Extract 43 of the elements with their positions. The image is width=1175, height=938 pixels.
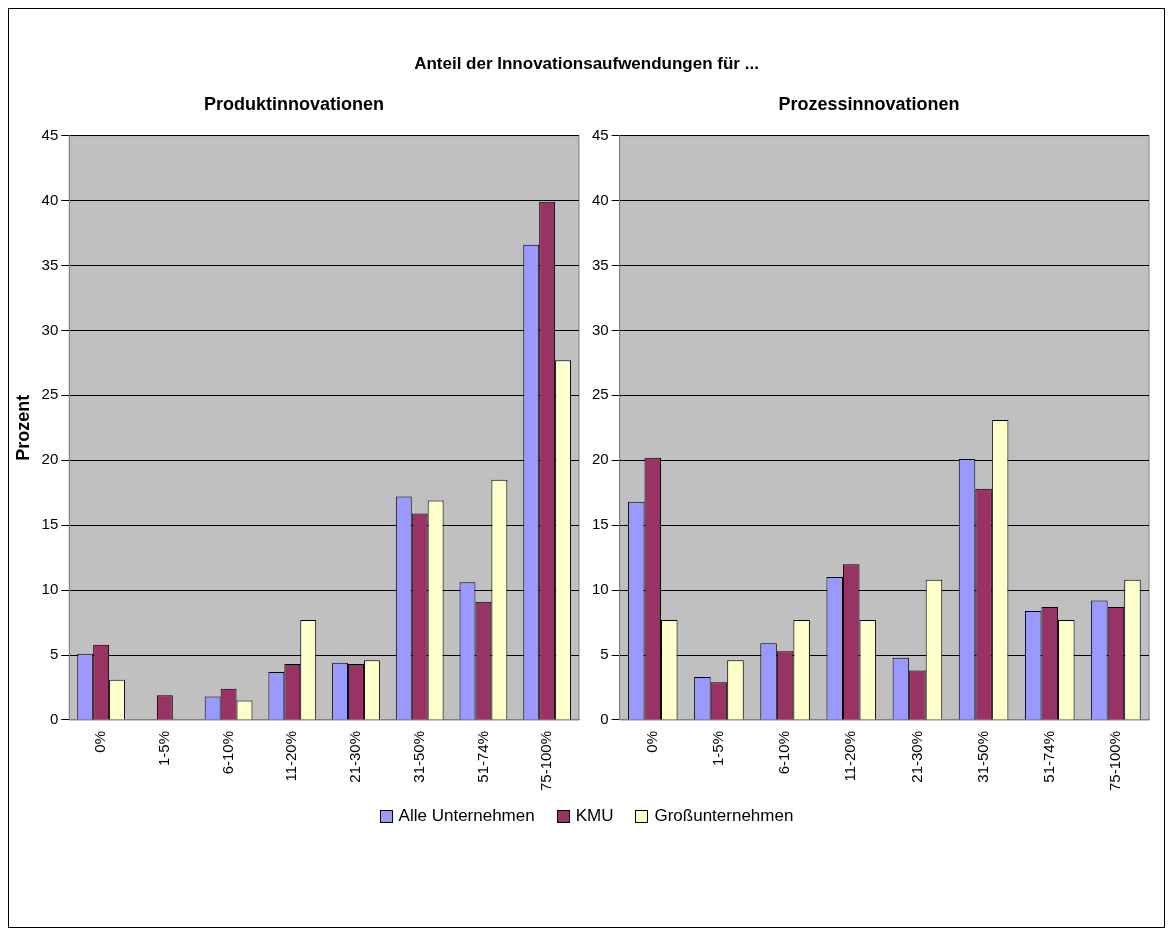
x-tick-label: 31-50% [409,730,427,783]
x-tick-label: 51-74% [473,730,491,783]
x-tick-label: 31-50% [973,730,991,783]
y-tick-label: 0 [600,710,609,728]
chart-title: Prozessinnovationen [778,93,960,114]
y-tick-label: 40 [41,190,59,208]
x-tick-label: 11-20% [841,730,859,782]
legend-label: Alle Unternehmen [398,806,535,826]
x-tick-label: 6-10% [218,730,236,775]
y-tick-label: 25 [592,385,609,403]
x-tick-label: 51-74% [1039,730,1057,783]
y-tick-label: 45 [41,125,59,143]
y-tick-label: 10 [592,580,609,598]
y-tick-label: 20 [592,450,609,468]
y-tick-label: 0 [49,710,59,728]
x-tick-label: 11-20% [282,730,300,782]
y-tick-label: 40 [592,190,609,208]
x-tick-label: 6-10% [775,730,793,775]
chart-subtitle: Produktinnovationen [204,93,384,114]
y-axis-title: Prozent [12,394,33,461]
x-tick-label: 21-30% [346,730,364,783]
y-tick-label: 35 [41,255,59,273]
x-tick-label: 21-30% [907,730,925,783]
x-tick-label: 0% [91,730,109,753]
x-tick-label: 75-100% [1106,730,1124,791]
y-tick-label: 20 [41,450,59,468]
y-tick-label: 25 [41,385,59,403]
y-tick-label: 15 [41,515,59,533]
y-tick-label: 35 [592,255,609,273]
y-tick-label: 30 [41,320,59,338]
y-tick-label: 30 [592,320,609,338]
x-tick-label: 1-5% [155,730,172,766]
y-tick-label: 5 [49,645,59,663]
x-tick-label: 0% [642,730,660,753]
y-tick-label: 45 [592,125,609,143]
legend-label: KMU [575,806,614,826]
chart-title: Anteil der Innovationsaufwendungen für ... [413,54,760,74]
y-tick-label: 15 [592,515,609,533]
x-tick-label: 75-100% [537,730,555,791]
legend-label: Großunternehmen [654,806,794,826]
y-tick-label: 10 [41,580,59,598]
y-tick-label: 5 [600,645,609,663]
x-tick-label: 1-5% [709,730,727,766]
